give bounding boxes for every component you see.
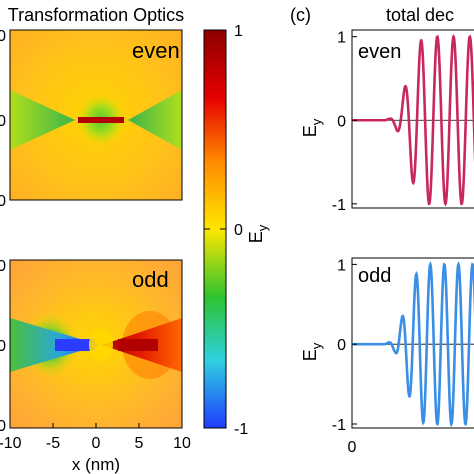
heatmap-odd-ytick-mid: 0 [0, 338, 6, 355]
heatmap-even [10, 30, 182, 200]
svg-text:Ey: Ey [300, 342, 324, 361]
heatmap-even-dipole-bar [78, 117, 124, 123]
right-title: total dec [386, 5, 454, 25]
heatmap-odd-ytick-bottom: 0 [0, 418, 6, 435]
heatmap-odd-xtick-label: 5 [135, 435, 144, 452]
left-title: Transformation Optics [8, 5, 184, 25]
heatmap-odd-ytick-top: 0 [0, 258, 6, 275]
lineplot-odd-series [352, 261, 474, 428]
lineplot-odd-label: odd [358, 265, 391, 287]
colorbar-label-sub: y [255, 224, 270, 231]
svg-text:Ey: Ey [300, 118, 324, 137]
heatmap-odd-xtick-label: 10 [173, 435, 191, 452]
heatmap-even-left-lobe [10, 90, 75, 150]
heatmap-even-ytick-mid: 0 [0, 113, 6, 130]
lineplot-odd-y-axis: 1 0 -1 [332, 257, 357, 434]
lineplot-even-ylabel-sub: y [309, 118, 324, 125]
lineplot-odd-ytick-label: 1 [337, 257, 346, 274]
heatmap-even-label: even [132, 38, 180, 63]
heatmap-odd-xtick-label: 0 [92, 435, 101, 452]
heatmap-odd-label: odd [132, 267, 169, 292]
colorbar-label-main: E [246, 231, 266, 243]
lineplot-even-ylabel: Ey [300, 118, 324, 137]
colorbar-ticks: 1 0 -1 [204, 23, 248, 438]
lineplot-even-ytick-label: 0 [337, 113, 346, 130]
lineplot-odd-ytick-label: -1 [332, 417, 346, 434]
heatmap-odd-positive-core [118, 339, 158, 351]
heatmap-odd-xlabel: x (nm) [72, 455, 120, 474]
lineplot-even-series [352, 33, 474, 207]
colorbar-tick-label: 0 [234, 222, 243, 239]
heatmap-odd [10, 260, 182, 428]
right-panel-label: (c) [290, 5, 311, 25]
heatmap-even-ytick-top: 0 [0, 28, 6, 45]
heatmap-odd-xtick-label: -10 [0, 435, 22, 452]
lineplot-even-ylabel-main: E [300, 125, 320, 137]
lineplot-odd-xtick-0: 0 [348, 439, 357, 456]
lineplot-even-ytick-label: -1 [332, 197, 346, 214]
lineplot-even-y-axis: 1 0 -1 [332, 30, 357, 214]
heatmap-odd-xtick-label: -5 [46, 435, 60, 452]
heatmap-odd-x-axis: -10 -5 0 5 10 [0, 423, 191, 452]
heatmap-even-ytick-bottom: 0 [0, 193, 6, 210]
colorbar-tick-label: 1 [234, 23, 243, 40]
lineplot-odd-ylabel: Ey [300, 342, 324, 361]
heatmap-even-frame [9, 29, 183, 201]
heatmap-odd-center-node [89, 329, 113, 361]
svg-text:Ey: Ey [246, 224, 270, 243]
heatmap-odd-negative-core [55, 339, 95, 351]
colorbar-label: Ey [246, 224, 270, 243]
colorbar-tick-label: -1 [234, 421, 248, 438]
lineplot-even-label: even [358, 41, 401, 63]
heatmap-even-right-lobe [128, 90, 182, 150]
lineplot-odd-ylabel-main: E [300, 349, 320, 361]
lineplot-odd-ylabel-sub: y [309, 342, 324, 349]
lineplot-even-ytick-label: 1 [337, 30, 346, 47]
lineplot-odd-ytick-label: 0 [337, 337, 346, 354]
